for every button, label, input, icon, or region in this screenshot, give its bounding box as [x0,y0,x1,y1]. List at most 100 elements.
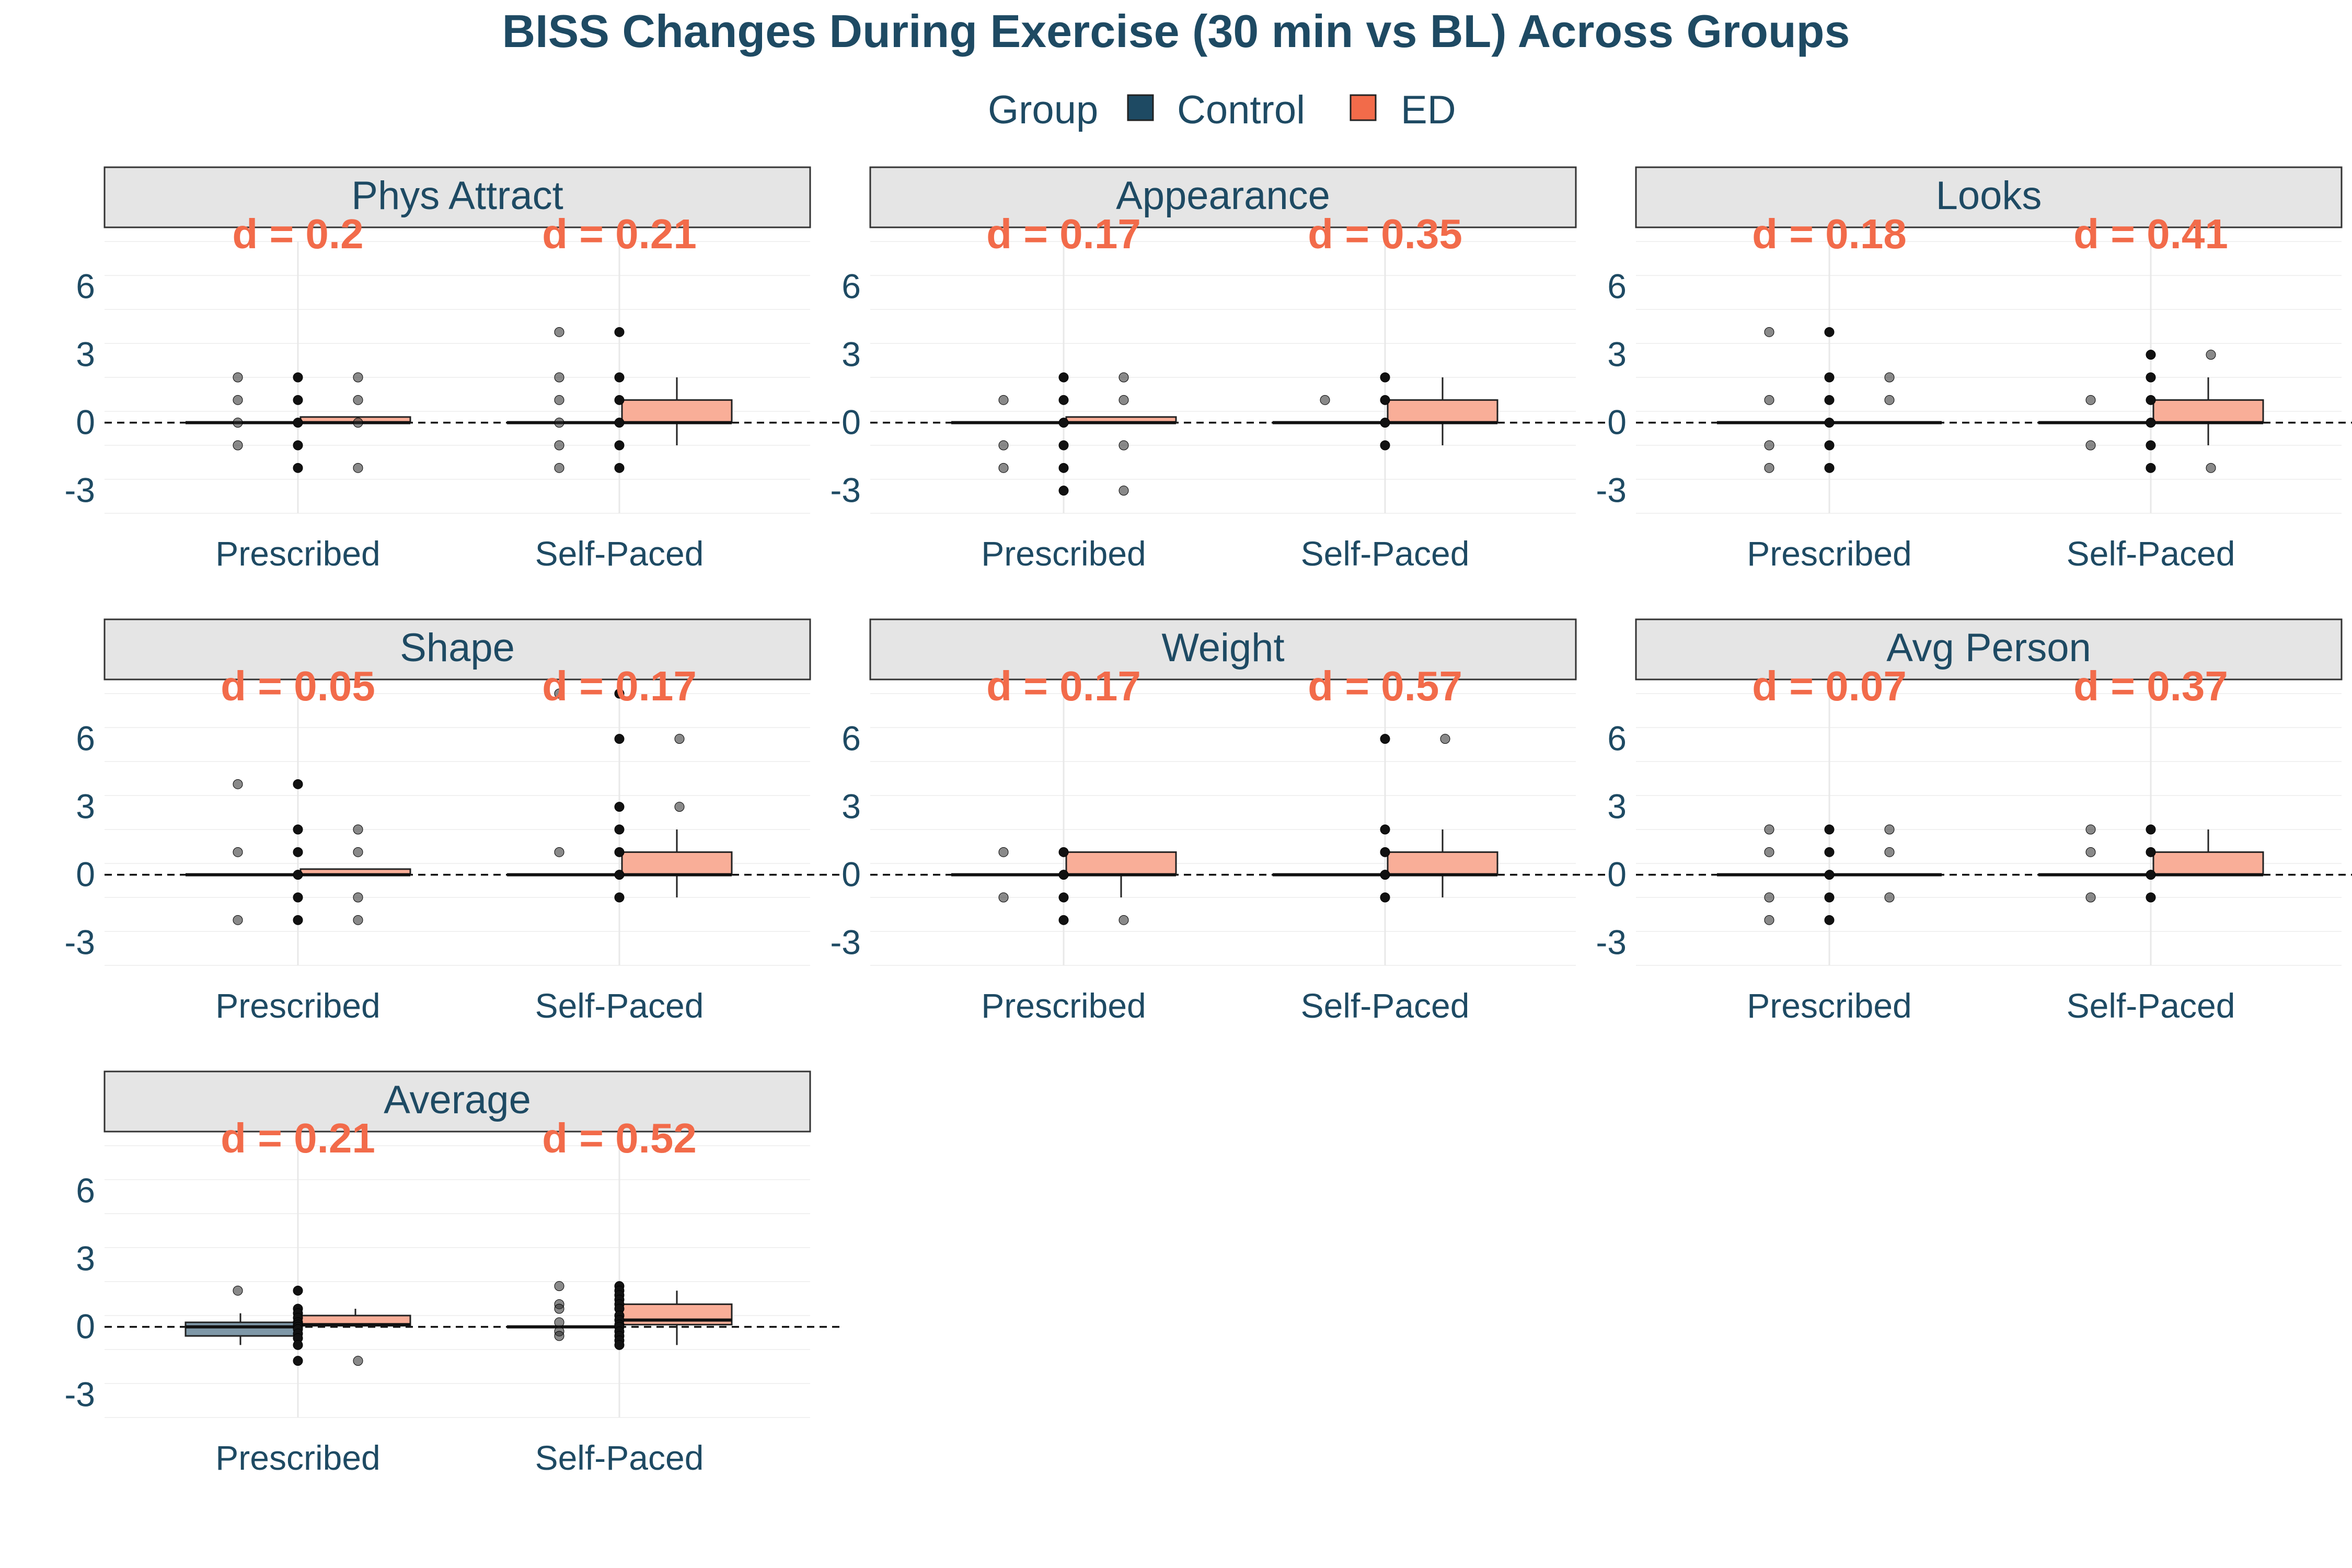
data-point [674,734,685,744]
data-point [1058,847,1069,857]
effect-size-label: d = 0.41 [2073,211,2228,257]
panel-strip [103,1070,811,1133]
data-point [1058,463,1069,473]
data-point [233,847,243,857]
data-point [998,847,1009,857]
effect-size-label: d = 0.52 [542,1115,697,1161]
box-self-paced-ed [1387,851,1498,876]
data-point [1824,870,1835,880]
y-tick-label: 3 [76,787,95,826]
x-tick-label: Prescribed [215,1438,380,1477]
effect-size-label: d = 0.2 [232,211,363,257]
data-point [2146,418,2156,428]
box-prescribed-ed [1065,851,1177,876]
effect-size-label: d = 0.37 [2073,663,2228,709]
panel-strip [1635,166,2343,228]
data-point [614,870,625,880]
y-tick-label: 6 [76,267,95,306]
y-tick-label: 6 [76,1171,95,1210]
data-point [998,463,1009,473]
panel-looks: Looks 6 3 0 -3 Prescribed d = 0.18 Self-Paced d … [1596,166,2352,573]
data-point [2146,463,2156,473]
data-point [614,1340,625,1350]
data-point [554,1281,564,1292]
effect-size-label: d = 0.57 [1308,663,1462,709]
data-point [293,395,303,405]
panel-weight: Weight 6 3 0 -3 Prescribed d = 0.17 Self-Paced d… [830,618,1607,1025]
data-point [1058,486,1069,496]
data-point [998,440,1009,451]
effect-size-label: d = 0.07 [1752,663,1907,709]
data-point [1119,915,1129,925]
data-point [1320,395,1330,405]
y-tick-label: 6 [76,719,95,758]
data-point [554,463,564,473]
data-point [293,870,303,880]
data-point [1884,824,1895,835]
panel-title: Shape [400,626,515,670]
panel-average: Average 6 3 0 -3 Prescribed d = 0.21 Self-Paced… [64,1070,841,1477]
data-point [2146,372,2156,383]
legend-label-ed: ED [1401,88,1456,132]
legend-title: Group [988,88,1098,132]
data-point [1764,463,1774,473]
data-point [1440,734,1450,744]
data-point [1380,395,1390,405]
data-point [554,688,564,699]
box-self-paced-ed [621,399,733,424]
data-point [293,824,303,835]
x-tick-label: Prescribed [215,534,380,573]
y-tick-label: 3 [841,787,861,826]
data-point [1824,892,1835,903]
data-point [2146,870,2156,880]
y-tick-label: 0 [76,1307,95,1346]
panel-strip [869,166,1577,228]
x-tick-label: Prescribed [981,534,1146,573]
data-point [1884,395,1895,405]
box-prescribed-control [185,1321,296,1337]
data-point [674,802,685,812]
data-point [233,915,243,925]
data-point [353,915,363,925]
data-point [554,372,564,383]
data-point [2206,463,2216,473]
data-point [353,463,363,473]
data-point [1058,418,1069,428]
y-tick-label: 0 [1607,855,1627,894]
data-point [1824,440,1835,451]
data-point [554,1331,564,1341]
chart-title: BISS Changes During Exercise (30 min vs … [502,5,1850,57]
panel-avg-person: Avg Person 6 3 0 -3 Prescribed d = 0.07 Self-Pa… [1596,618,2352,1025]
data-point [2085,892,2096,903]
data-point [1764,915,1774,925]
data-point [614,440,625,451]
x-tick-label: Self-Paced [2067,986,2235,1025]
data-point [614,372,625,383]
data-point [293,892,303,903]
data-point [1380,372,1390,383]
data-point [1380,734,1390,744]
data-point [2085,440,2096,451]
data-point [1380,847,1390,857]
x-tick-label: Prescribed [1747,534,1911,573]
data-point [614,395,625,405]
panel-title: Weight [1161,626,1284,670]
data-point [293,418,303,428]
effect-size-label: d = 0.21 [221,1115,375,1161]
data-point [1058,395,1069,405]
data-point [1380,418,1390,428]
panel-title: Looks [1936,174,2042,218]
panel-appearance: Appearance 6 3 0 -3 Prescribed d = 0.17 Self-Pa… [830,166,1607,573]
data-point [614,734,625,744]
data-point [2085,824,2096,835]
data-point [554,327,564,337]
data-point [614,892,625,903]
panels: Phys Attract 6 3 0 -3 Prescribed d = 0.2 Self-P… [64,166,2352,1477]
y-tick-label: 6 [1607,267,1627,306]
y-tick-label: -3 [64,923,95,962]
box-self-paced-ed [1387,399,1498,424]
data-point [1824,847,1835,857]
box-self-paced-ed [621,851,733,876]
y-tick-label: 3 [1607,787,1627,826]
data-point [293,463,303,473]
